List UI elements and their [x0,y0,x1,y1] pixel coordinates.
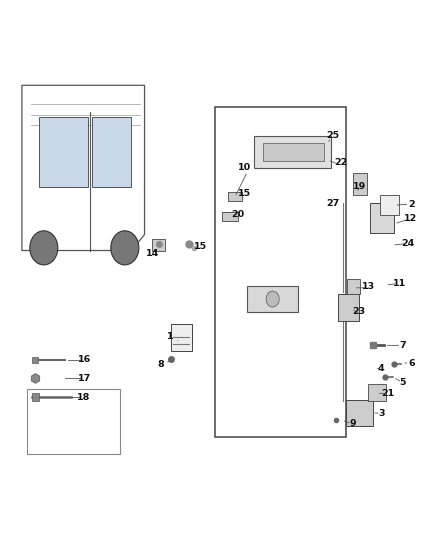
Text: 21: 21 [381,389,394,398]
Bar [32,357,38,363]
Circle shape [30,231,58,265]
Text: 19: 19 [353,182,367,191]
Text: 25: 25 [326,132,339,140]
Text: 20: 20 [231,210,244,219]
Bar [152,239,165,251]
Bar [32,393,39,401]
Bar [222,212,238,221]
Bar [338,294,359,321]
Bar [92,117,131,187]
Text: 18: 18 [78,393,91,401]
Text: 24: 24 [402,239,415,248]
Text: 23: 23 [353,308,366,316]
Text: 16: 16 [78,356,92,364]
Bar [215,107,346,437]
Bar [39,117,88,187]
Text: 1: 1 [166,333,173,341]
Text: 13: 13 [362,282,375,291]
Bar [263,143,324,161]
Circle shape [111,231,139,265]
Text: 4: 4 [378,365,385,373]
Bar [228,192,242,201]
Bar [346,400,373,426]
Text: 3: 3 [379,409,385,417]
Bar [370,203,394,233]
Bar [380,195,399,215]
Text: 6: 6 [408,359,415,368]
Text: 11: 11 [393,279,406,288]
Text: 14: 14 [146,249,159,258]
Text: 10: 10 [238,164,251,172]
Text: 7: 7 [399,341,406,350]
Text: 5: 5 [400,378,406,386]
Text: 9: 9 [349,419,356,428]
Text: 2: 2 [408,200,415,208]
Text: 8: 8 [157,360,164,368]
Text: 17: 17 [78,374,91,383]
Text: 22: 22 [334,158,347,167]
Text: 27: 27 [326,199,339,208]
Bar [254,136,331,168]
Circle shape [266,291,279,307]
Text: 15: 15 [194,242,207,251]
Text: 12: 12 [404,214,417,223]
Bar [347,279,360,294]
Text: 15: 15 [238,189,251,198]
Bar [171,324,192,351]
Bar [247,286,298,312]
Bar [368,384,386,401]
Bar [353,173,367,195]
